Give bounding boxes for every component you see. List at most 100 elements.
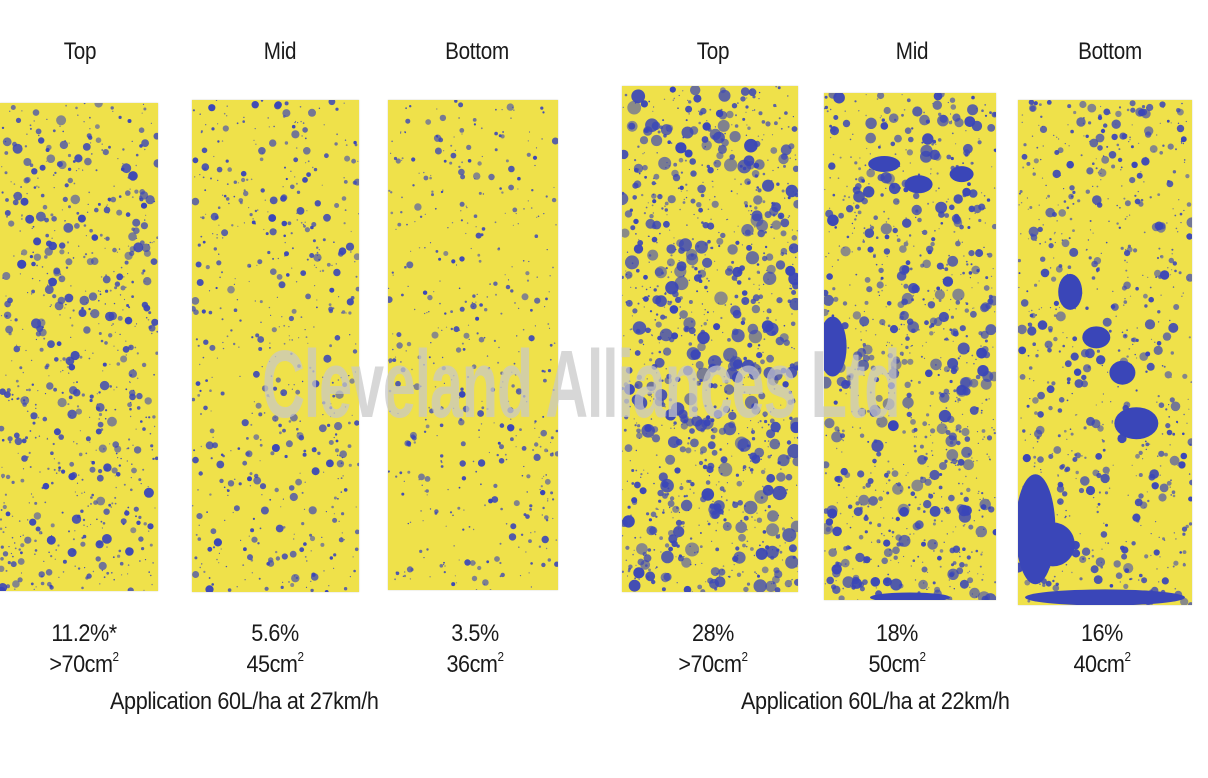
droplet: [758, 98, 760, 100]
droplet: [1065, 509, 1067, 512]
droplet: [260, 188, 265, 193]
droplet: [875, 394, 883, 402]
droplet: [625, 271, 633, 279]
droplet: [112, 110, 114, 112]
droplet: [948, 120, 953, 125]
droplet: [701, 140, 712, 151]
droplet: [247, 476, 252, 482]
droplet: [311, 222, 317, 227]
droplet: [103, 206, 111, 214]
droplet: [658, 466, 661, 469]
droplet: [1120, 169, 1122, 171]
droplet: [79, 430, 81, 432]
droplet: [1053, 336, 1058, 342]
droplet: [651, 363, 658, 370]
droplet: [624, 398, 630, 404]
droplet: [667, 573, 669, 575]
droplet: [1127, 276, 1129, 278]
droplet: [266, 562, 270, 566]
droplet: [227, 494, 229, 496]
droplet: [95, 449, 97, 451]
spray-card-g1-top: [0, 103, 158, 591]
droplet: [511, 266, 513, 268]
droplet: [735, 521, 747, 534]
droplet: [1038, 218, 1040, 221]
droplet: [1173, 560, 1179, 566]
droplet: [675, 296, 682, 303]
droplet: [459, 201, 465, 207]
droplet: [1048, 405, 1053, 411]
droplet: [654, 357, 665, 368]
droplet: [655, 567, 657, 569]
droplet: [678, 495, 680, 497]
droplet: [959, 355, 961, 357]
droplet: [947, 198, 949, 200]
droplet: [886, 470, 891, 475]
droplet: [717, 144, 727, 154]
droplet: [1096, 288, 1099, 290]
droplet: [1044, 340, 1053, 349]
droplet: [1150, 554, 1152, 557]
droplet: [145, 214, 147, 216]
droplet: [905, 217, 907, 219]
droplet: [62, 357, 66, 361]
droplet: [649, 400, 651, 402]
droplet: [131, 463, 133, 466]
droplet: [303, 449, 307, 453]
droplet: [419, 549, 423, 553]
droplet: [261, 494, 263, 496]
droplet: [784, 197, 786, 199]
droplet: [707, 222, 715, 230]
droplet: [335, 448, 339, 453]
droplet: [125, 340, 127, 342]
droplet: [49, 305, 51, 308]
droplet: [1058, 397, 1065, 403]
droplet: [736, 480, 743, 487]
droplet: [133, 242, 144, 253]
droplet: [731, 409, 734, 412]
droplet: [1074, 379, 1084, 388]
droplet: [263, 412, 266, 414]
droplet: [699, 378, 703, 383]
droplet: [1126, 355, 1129, 358]
droplet: [84, 349, 86, 351]
droplet-pattern: [388, 100, 558, 590]
droplet: [78, 309, 87, 317]
droplet: [947, 568, 959, 580]
droplet: [935, 201, 947, 214]
droplet: [226, 335, 229, 338]
droplet: [824, 418, 835, 429]
droplet: [787, 241, 789, 243]
droplet: [155, 351, 158, 355]
droplet: [115, 452, 118, 455]
droplet: [84, 567, 86, 569]
droplet: [453, 136, 455, 138]
droplet: [444, 312, 447, 315]
droplet: [901, 94, 903, 96]
droplet: [143, 277, 152, 286]
droplet: [1092, 232, 1094, 234]
droplet: [829, 177, 831, 179]
droplet: [1161, 577, 1169, 585]
droplet: [45, 233, 49, 238]
droplet: [698, 460, 704, 466]
droplet: [639, 536, 642, 539]
droplet: [788, 215, 791, 217]
droplet: [657, 130, 661, 134]
droplet: [888, 368, 900, 379]
droplet: [344, 139, 347, 141]
droplet: [1026, 290, 1029, 293]
droplet: [859, 427, 861, 429]
droplet: [242, 460, 248, 466]
droplet: [1143, 293, 1148, 299]
droplet: [977, 282, 979, 284]
droplet: [1148, 473, 1156, 481]
droplet: [695, 464, 697, 466]
droplet: [1071, 571, 1073, 574]
droplet: [885, 442, 887, 444]
droplet: [1092, 469, 1100, 477]
droplet: [645, 288, 648, 291]
droplet: [868, 168, 871, 171]
droplet: [245, 450, 253, 458]
droplet: [217, 140, 220, 143]
